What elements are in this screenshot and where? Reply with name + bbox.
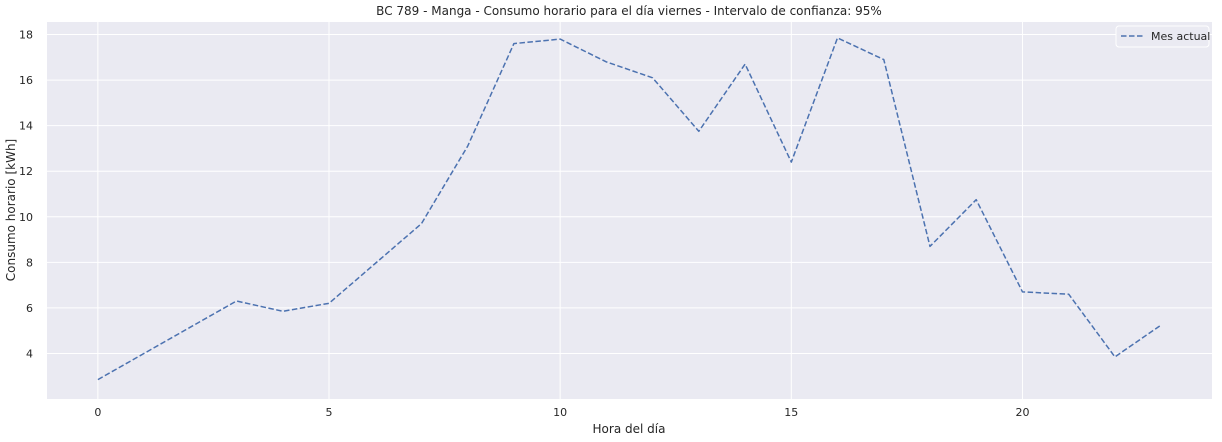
y-tick-labels: 4 6 8 10 12 14 16 18 <box>19 29 33 361</box>
x-axis-label: Hora del día <box>593 422 666 436</box>
legend-label-mes-actual: Mes actual <box>1151 30 1210 43</box>
y-tick-label: 10 <box>19 211 33 224</box>
chart-title: BC 789 - Manga - Consumo horario para el… <box>376 4 882 18</box>
legend: Mes actual <box>1115 25 1210 48</box>
y-tick-label: 14 <box>19 120 33 133</box>
x-tick-label: 5 <box>326 406 333 419</box>
legend-box <box>1115 25 1210 48</box>
x-tick-label: 15 <box>784 406 798 419</box>
x-tick-label: 20 <box>1015 406 1029 419</box>
y-tick-label: 18 <box>19 29 33 42</box>
y-tick-label: 12 <box>19 165 33 178</box>
x-tick-label: 0 <box>94 406 101 419</box>
y-tick-label: 16 <box>19 74 33 87</box>
y-tick-label: 6 <box>26 302 33 315</box>
x-tick-label: 10 <box>553 406 567 419</box>
y-tick-label: 4 <box>26 347 33 360</box>
grid-lines <box>47 22 1212 399</box>
y-tick-label: 8 <box>26 256 33 269</box>
series-layer <box>97 37 1162 381</box>
series-line-mes-actual <box>97 37 1162 381</box>
y-axis-label: Consumo horario [kWh] <box>4 139 18 281</box>
x-tick-labels: 0 5 10 15 20 <box>94 406 1029 419</box>
plot-area-background <box>47 22 1212 399</box>
